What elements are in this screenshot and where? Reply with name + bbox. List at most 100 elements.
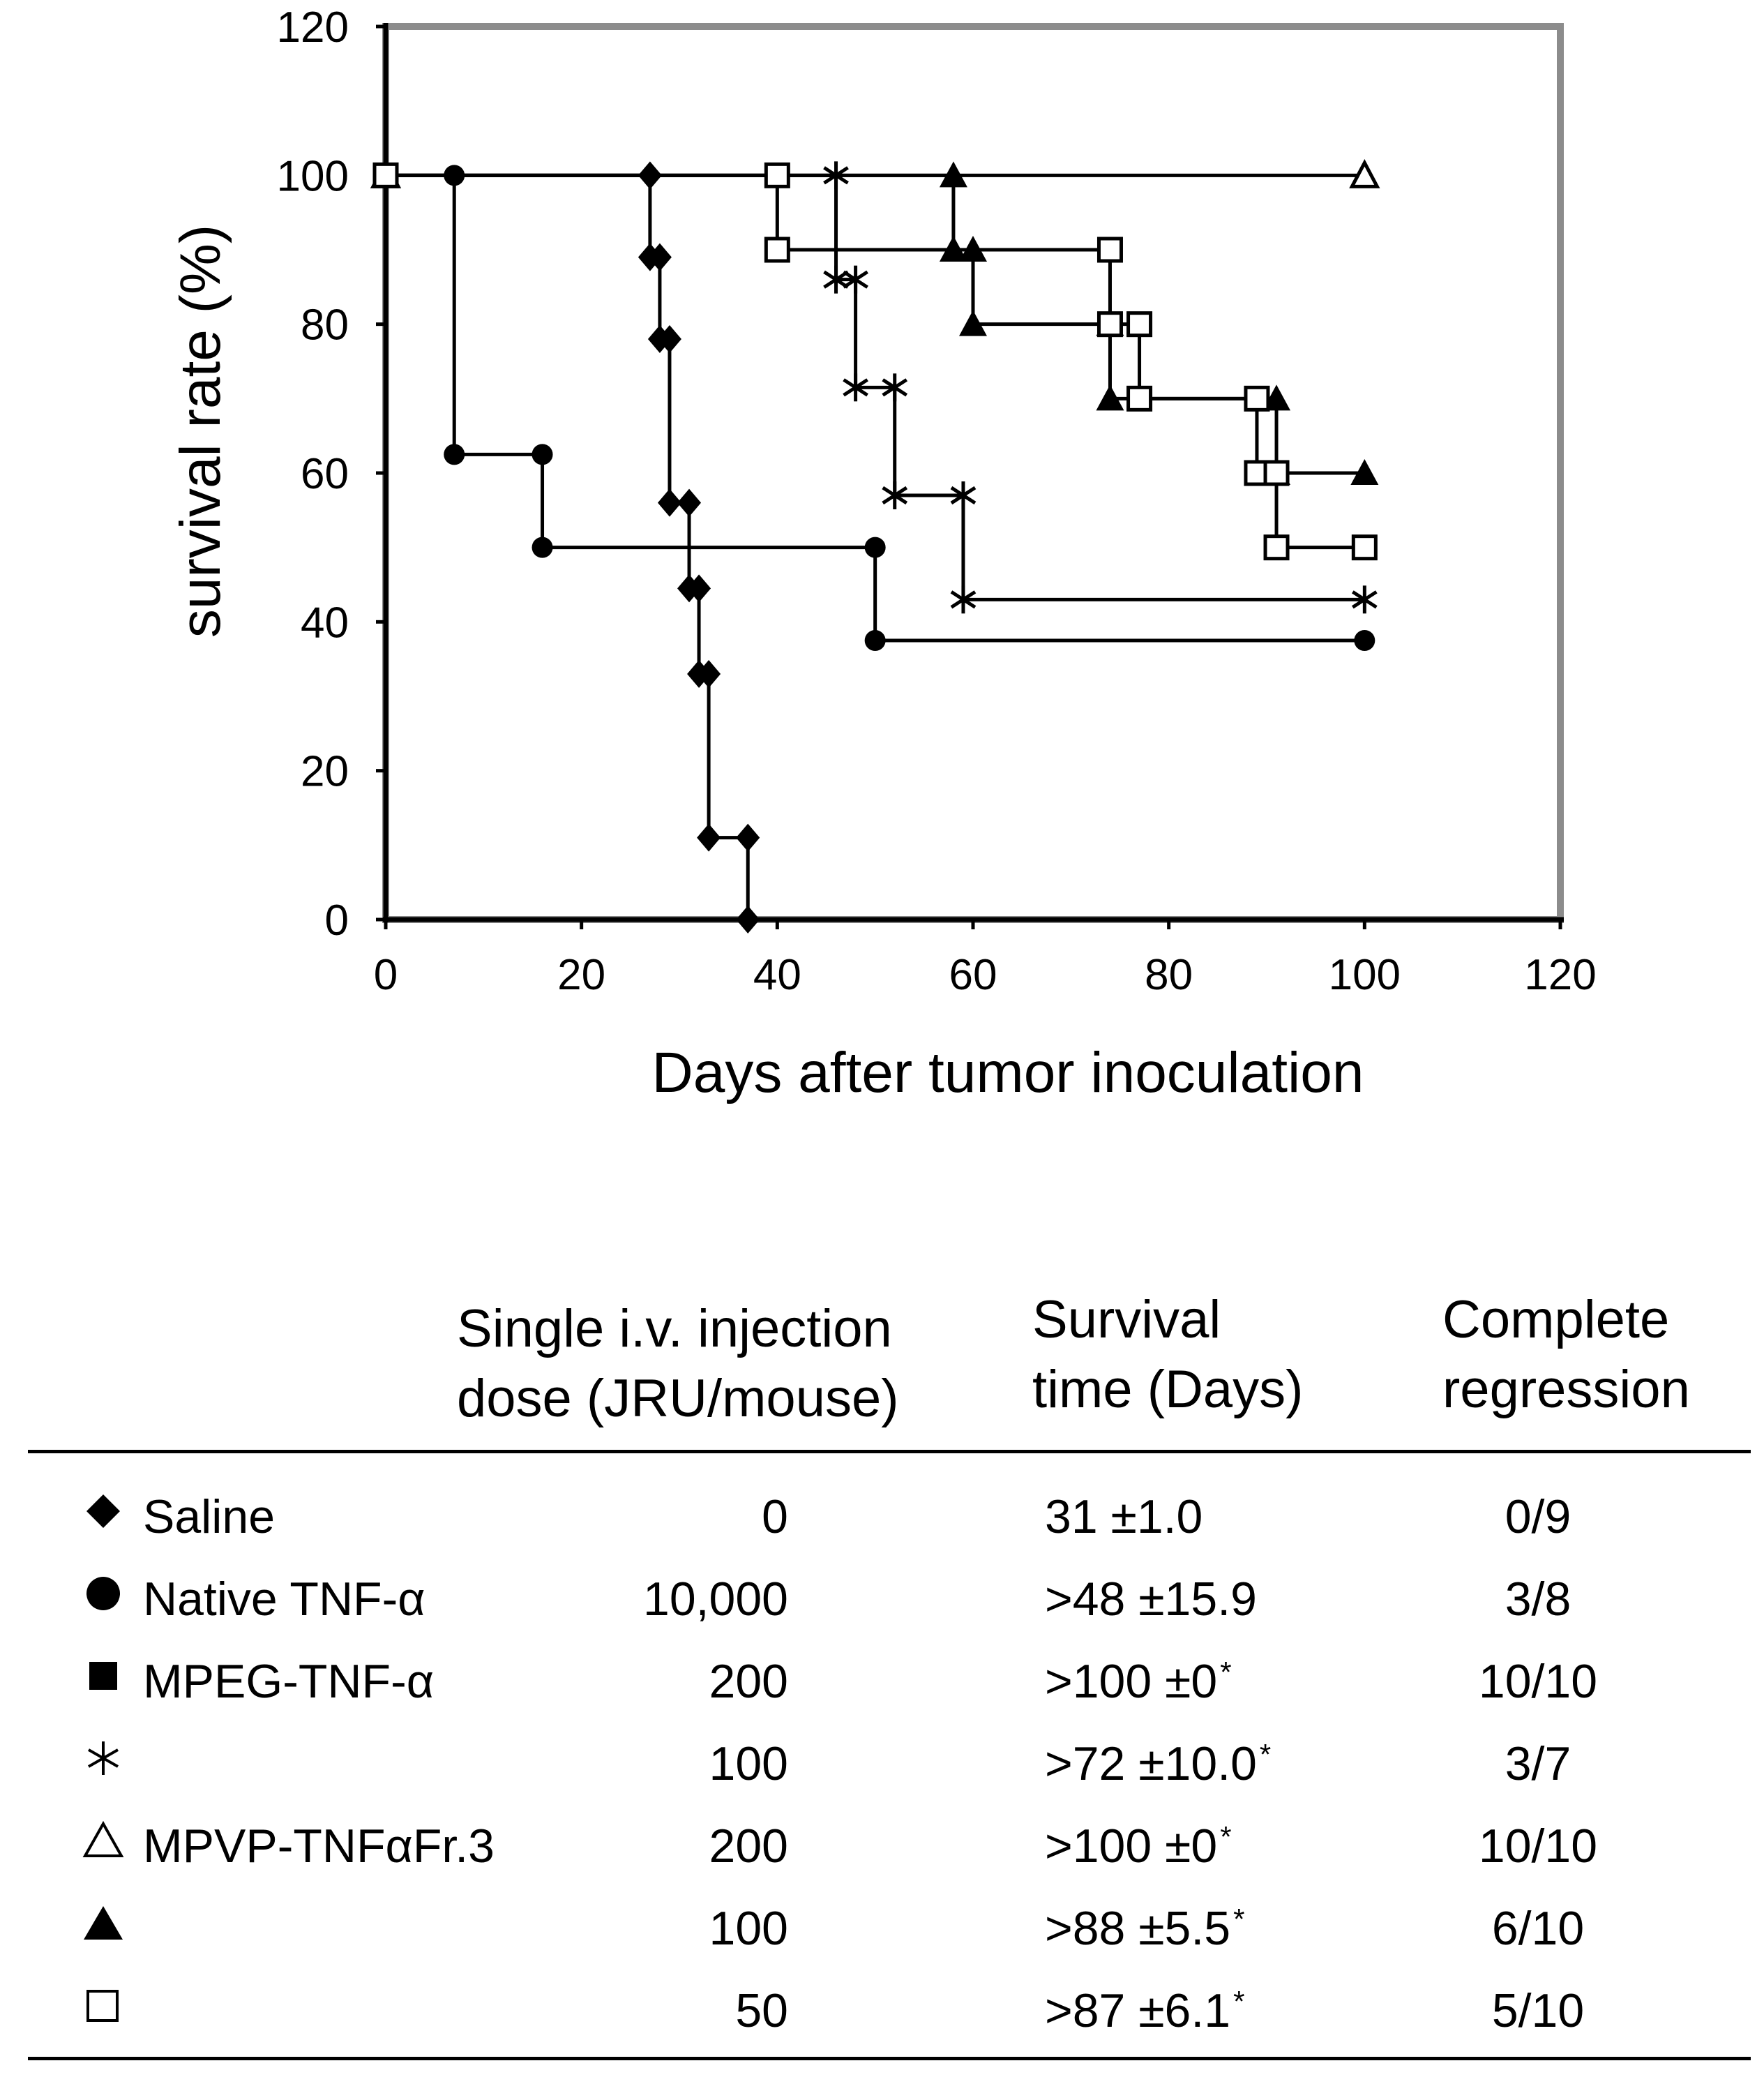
significance-mark: * [1233,1985,1245,2018]
data-point [1350,459,1379,485]
row-regression: 3/8 [1505,1573,1571,1626]
triangle-open-icon [82,1820,124,1861]
x-tick-label: 0 [374,951,398,999]
data-point [532,444,553,465]
markers-diamond [374,161,760,934]
data-point [864,537,886,558]
data-point [950,585,977,614]
x-tick-label: 80 [1145,951,1193,999]
x-axis-label: Days after tumor inoculation [652,1041,1364,1104]
data-point [1263,460,1290,486]
row-regression: 10/10 [1478,1820,1598,1873]
data-point [1351,585,1378,614]
y-tick-label: 80 [301,301,349,350]
data-point [697,823,721,852]
data-point [736,906,760,934]
data-point [1263,534,1290,561]
row-label: MPEG-TNF-α [143,1655,435,1708]
table-bottom-rule [28,2057,1751,2060]
header-dose: Single i.v. injection dose (JRU/mouse) [457,1299,899,1428]
x-tick-label: 60 [949,951,997,999]
row-label: MPVP-TNFαFr.3 [143,1820,495,1873]
x-tick-label: 20 [557,951,605,999]
triangle-filled-icon [82,1902,124,1944]
row-dose: 50 [735,1984,788,2037]
y-tick-label: 0 [325,897,349,945]
data-point [657,488,681,517]
row-dose: 0 [762,1490,788,1543]
data-point [1096,384,1124,411]
y-tick-label: 60 [301,450,349,498]
data-point [1096,311,1123,338]
circle-filled-icon [82,1573,124,1614]
significance-mark: * [1220,1656,1232,1688]
survival-chart: 0 20 40 60 80 100 120 0 20 40 60 80 100 120 Days after… [169,3,1597,1104]
y-tick-label: 120 [277,3,349,52]
row-dose: 10,000 [643,1573,788,1626]
data-point [677,488,702,517]
series-square-open [386,173,1365,550]
diamond-filled-icon [82,1490,124,1532]
series-asterisk [386,173,1365,601]
x-tick-label: 120 [1524,951,1596,999]
y-tick-label: 40 [301,599,349,647]
markers-square-open [372,162,1378,561]
header-regression: Complete regression [1442,1290,1690,1419]
row-dose: 200 [709,1655,788,1708]
data-point [647,243,672,271]
data-point [687,574,711,603]
data-point [764,162,790,188]
data-point [950,481,977,509]
data-point [532,537,553,558]
row-survival: >88 ±5.5* [1045,1902,1245,1955]
data-point [1126,311,1153,338]
plot-frame [382,23,1564,923]
data-point [764,237,790,263]
data-point [638,161,662,190]
markers-circle [375,165,1375,651]
data-point [736,823,760,852]
data-point [444,165,465,186]
x-tick-label: 100 [1329,951,1401,999]
table-top-rule [28,1450,1751,1453]
data-point [657,325,681,353]
data-point [1244,385,1270,412]
row-dose: 100 [709,1737,788,1790]
series-line [386,173,1365,475]
data-point [882,373,908,402]
row-regression: 0/9 [1505,1490,1571,1543]
row-survival: >100 ±0* [1045,1655,1232,1708]
significance-mark: * [1259,1738,1272,1771]
significance-mark: * [1220,1820,1232,1853]
y-axis-label: survival rate (%) [169,225,232,638]
row-regression: 10/10 [1478,1655,1598,1708]
x-tick-label: 40 [753,951,801,999]
row-survival: >100 ±0* [1045,1820,1232,1873]
data-point [843,265,868,294]
square-open-icon [82,1984,124,2026]
data-point [843,373,868,402]
series-circle [386,173,1365,643]
square-filled-icon [82,1655,124,1697]
row-survival: 31 ±1.0 [1045,1490,1203,1543]
series-line [386,173,1365,550]
y-tick-label: 100 [277,152,349,200]
data-point [1351,534,1378,561]
row-survival: >72 ±10.0* [1045,1737,1272,1790]
row-survival: >87 ±6.1* [1045,1984,1245,2037]
row-dose: 200 [709,1820,788,1873]
data-point [1354,630,1375,651]
row-regression: 3/7 [1505,1737,1571,1790]
asterisk-icon [82,1737,124,1779]
data-point [959,310,987,336]
row-survival: >48 ±15.9 [1045,1573,1257,1626]
data-point [864,630,886,651]
data-point [939,236,967,262]
data-point [372,162,399,188]
series-triangle-filled [386,173,1365,475]
significance-mark: * [1233,1903,1245,1935]
series-line [386,173,1365,643]
data-point [882,481,908,509]
data-point [1096,237,1123,263]
row-label: Native TNF-α [143,1573,425,1626]
